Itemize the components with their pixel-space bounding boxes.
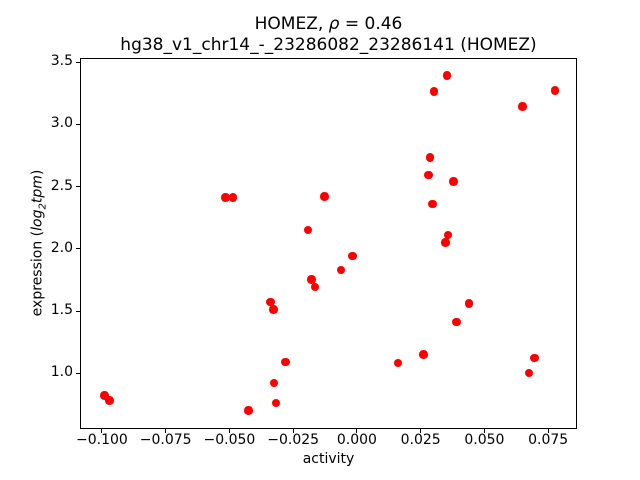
x-tick-mark: [483, 428, 485, 433]
data-point: [303, 225, 313, 235]
y-tick-label: 2.0: [50, 239, 73, 256]
y-axis-label: expression (log2tpm): [29, 169, 49, 317]
data-point: [441, 238, 450, 247]
data-point: [443, 230, 453, 240]
x-tick-label: 0.050: [464, 432, 505, 448]
data-point: [550, 86, 560, 95]
data-point: [310, 282, 320, 292]
y-tick-mark: [76, 186, 80, 188]
data-point: [336, 265, 346, 275]
x-tick-mark: [292, 428, 294, 433]
x-axis-label: activity: [302, 451, 355, 467]
data-point: [269, 305, 278, 314]
data-point: [307, 275, 316, 284]
data-point: [442, 71, 452, 80]
data-point: [530, 353, 539, 363]
chart-title: HOMEZ, ρ = 0.46 hg38_v1_chr14_-_23286082…: [80, 14, 577, 56]
data-point: [244, 406, 253, 415]
data-point: [221, 193, 230, 202]
data-point: [393, 358, 403, 368]
title-rho-value: = 0.46: [339, 14, 403, 34]
x-tick-label: −0.075: [139, 432, 192, 448]
data-point: [452, 317, 461, 327]
data-point: [425, 153, 435, 162]
x-tick-mark: [547, 428, 549, 433]
data-point: [266, 297, 275, 307]
title-line-2: hg38_v1_chr14_-_23286082_23286141 (HOMEZ…: [120, 35, 537, 55]
y-tick-label: 2.5: [50, 177, 73, 194]
data-point: [320, 192, 329, 201]
x-tick-mark: [165, 428, 167, 433]
y-tick-label: 3.5: [50, 53, 73, 70]
x-tick-mark: [420, 428, 422, 433]
y-tick-label: 3.0: [50, 115, 73, 132]
data-point: [269, 378, 279, 388]
data-point: [281, 357, 290, 367]
data-point: [348, 251, 357, 261]
data-point: [271, 398, 281, 408]
y-tick-mark: [76, 123, 80, 125]
data-point: [428, 199, 437, 209]
y-tick-label: 1.0: [50, 364, 73, 381]
data-point: [518, 102, 527, 111]
y-tick-label: 1.5: [50, 302, 73, 319]
y-tick-mark: [76, 61, 80, 63]
rho-symbol: ρ: [328, 14, 340, 34]
y-tick-mark: [76, 372, 80, 374]
x-tick-label: −0.100: [76, 432, 128, 448]
x-tick-label: 0.075: [528, 432, 569, 448]
x-tick-label: 0.000: [336, 432, 377, 448]
data-point: [228, 193, 238, 202]
data-point: [449, 177, 458, 186]
plot-area: [80, 57, 577, 429]
data-point: [524, 368, 534, 378]
title-gene-text: HOMEZ,: [254, 14, 329, 34]
y-tick-mark: [76, 310, 80, 312]
x-tick-label: −0.050: [203, 432, 256, 448]
x-tick-mark: [228, 428, 230, 433]
data-point: [100, 391, 109, 400]
data-point: [429, 87, 439, 96]
title-line-1: HOMEZ, ρ = 0.46: [80, 14, 577, 35]
x-tick-mark: [356, 428, 358, 433]
x-tick-label: −0.025: [267, 432, 320, 448]
x-tick-mark: [101, 428, 103, 433]
y-tick-mark: [76, 248, 80, 250]
data-point: [464, 299, 474, 308]
data-point: [424, 170, 433, 180]
data-point: [105, 396, 114, 405]
data-point: [419, 350, 428, 359]
x-tick-label: 0.025: [400, 432, 441, 448]
